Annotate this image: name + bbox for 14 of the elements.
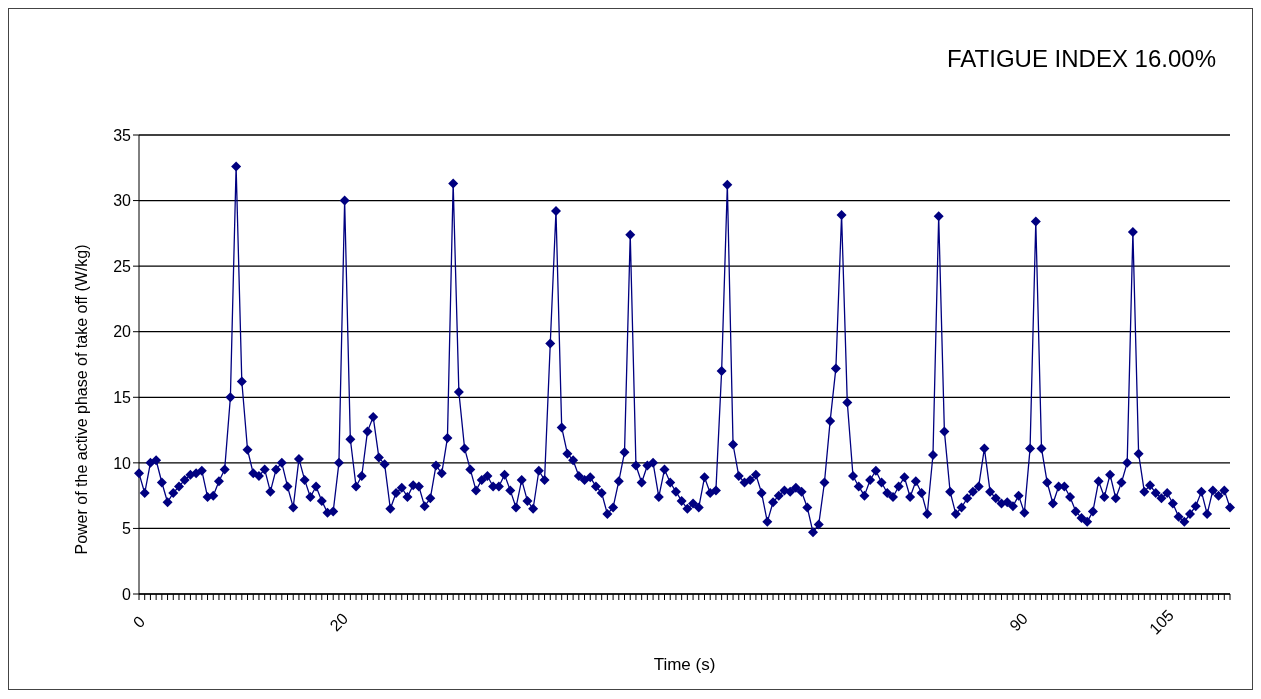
x-tick-label: 90 [1006, 609, 1032, 635]
y-tick-label: 20 [113, 323, 132, 341]
y-tick-label: 15 [113, 388, 132, 406]
y-tick-label: 30 [113, 192, 132, 210]
x-tick-label: 105 [1146, 606, 1178, 638]
y-axis-title: Power of the active phase of take off (W/kg) [72, 244, 90, 555]
y-tick-label: 25 [113, 257, 132, 275]
y-tick-label: 5 [122, 520, 132, 538]
x-tick-label: 20 [326, 609, 352, 635]
y-tick-label: 0 [122, 585, 132, 603]
x-axis-title: Time (s) [653, 655, 716, 674]
y-tick-label: 35 [113, 126, 132, 144]
chart-title: FATIGUE INDEX 16.00% [947, 45, 1216, 73]
y-tick-label: 10 [113, 454, 132, 472]
